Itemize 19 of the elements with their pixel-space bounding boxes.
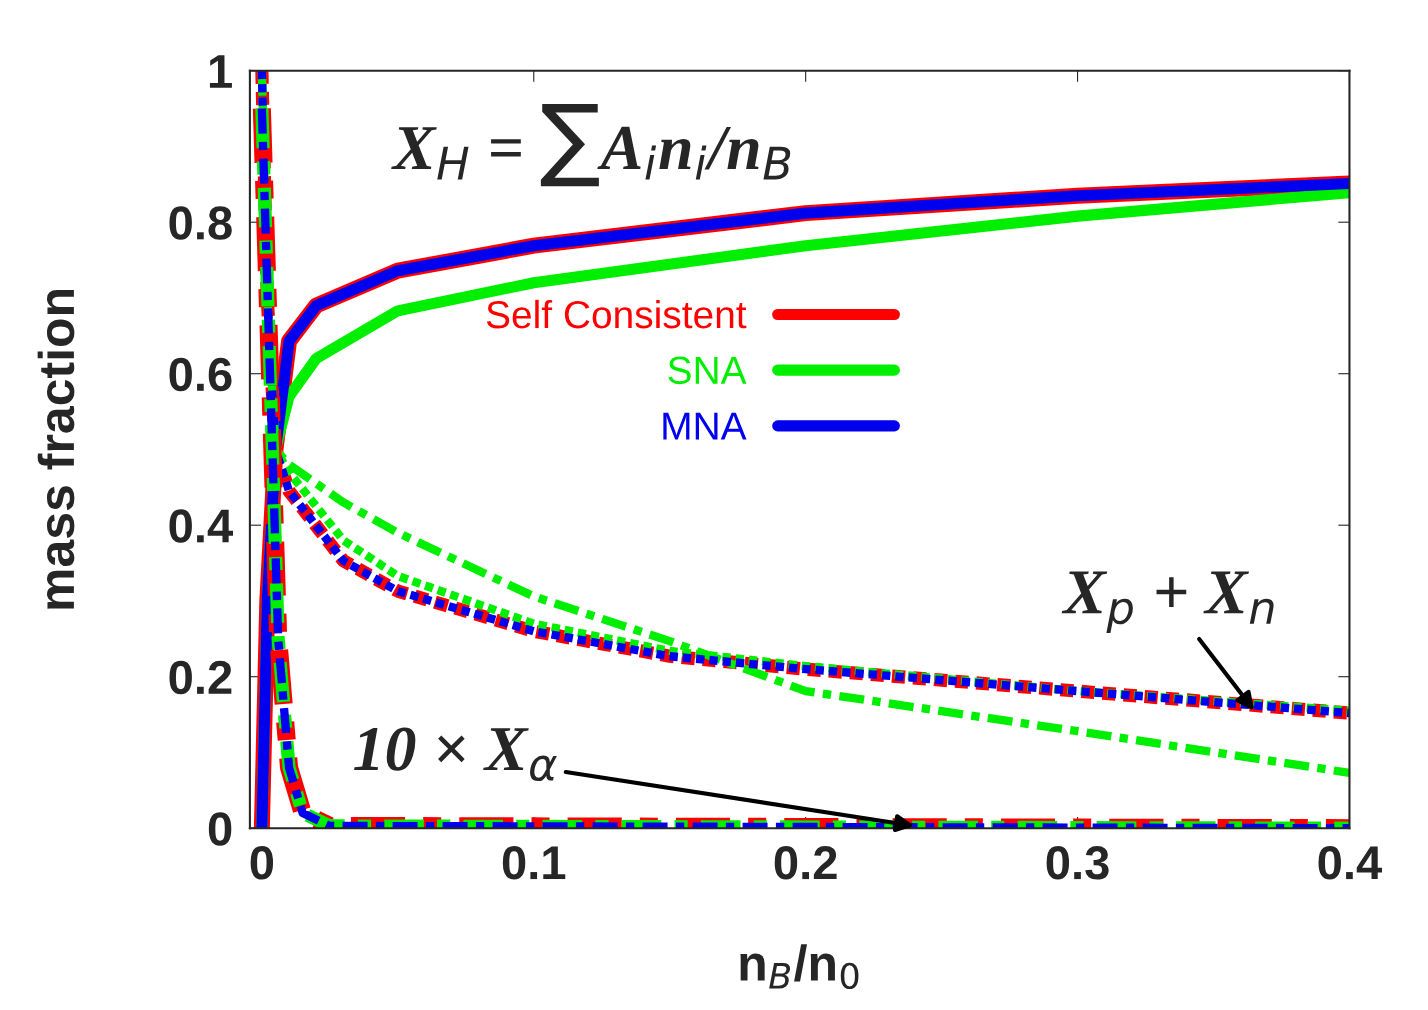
- y-axis-title: mass fraction: [37, 289, 75, 609]
- x-tick-label: 0: [250, 846, 274, 880]
- y-tick-label: 0.8: [169, 206, 232, 240]
- annotation: X$_{p}$ + X$_{n}$: [1061, 571, 1274, 634]
- y-tick-label: 0.6: [169, 357, 232, 392]
- y-tick-label: 0.4: [169, 509, 233, 543]
- x-tick-label: 0.2: [774, 846, 837, 880]
- legend-label: MNA: [663, 412, 747, 440]
- x-tick-label: 0.4: [1318, 846, 1383, 880]
- y-tick-label: 1: [209, 55, 232, 88]
- legend-label: SNA: [668, 356, 747, 385]
- y-tick-label: 0: [208, 812, 232, 846]
- legend-label: Self Consistent: [486, 299, 747, 329]
- x-axis-title: n$_{B}$/n$_{0}$: [740, 944, 859, 990]
- y-tick-label: 0.2: [169, 660, 232, 695]
- annotation: X$_{H}$ = ∑A$_{i}$n$_{i}$/n$_{B}$: [391, 104, 791, 187]
- x-tick-label: 0.1: [502, 846, 566, 880]
- x-tick-label: 0.3: [1046, 846, 1109, 880]
- annotation: 10 × X$_{α}$: [354, 727, 557, 782]
